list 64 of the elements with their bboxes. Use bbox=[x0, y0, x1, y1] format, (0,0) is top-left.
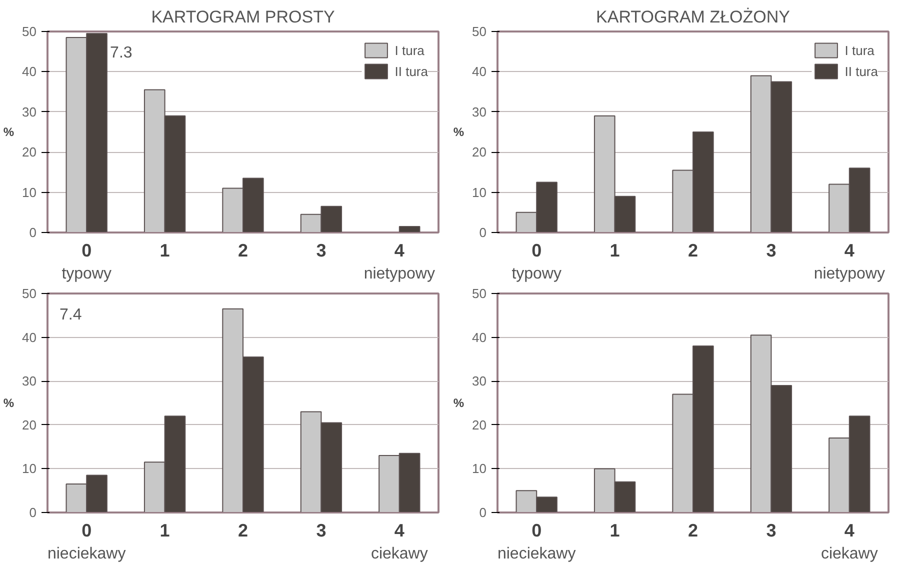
y-axis-title: % bbox=[453, 396, 464, 410]
x-tick-label: 0 bbox=[532, 240, 542, 260]
y-tick-label: 20 bbox=[22, 417, 37, 432]
y-tick-label: 50 bbox=[472, 24, 487, 39]
y-tick-label: 0 bbox=[479, 225, 487, 240]
chart-title: KARTOGRAM PROSTY bbox=[151, 8, 335, 26]
text: typowy bbox=[512, 266, 562, 282]
chart-title: KARTOGRAM ZŁOŻONY bbox=[596, 8, 790, 26]
text: ciekawy bbox=[370, 546, 428, 562]
text: nietypowy bbox=[364, 266, 435, 282]
legend-label: I tura bbox=[394, 42, 424, 58]
x-tick-label: 0 bbox=[82, 240, 92, 260]
x-tick-label: 3 bbox=[316, 240, 326, 260]
y-tick-label: 30 bbox=[22, 104, 37, 120]
y-tick-label: 0 bbox=[29, 505, 37, 520]
y-axis-title: % bbox=[3, 125, 14, 139]
y-tick-label: 20 bbox=[22, 144, 37, 160]
y-axis-title: % bbox=[3, 396, 14, 410]
x-tick-label: 2 bbox=[688, 520, 698, 540]
x-tick-label: 4 bbox=[394, 520, 404, 540]
y-tick-label: 10 bbox=[22, 184, 37, 200]
y-tick-label: 0 bbox=[479, 505, 487, 520]
x-tick-label: 2 bbox=[238, 520, 248, 540]
text: nieciekawy bbox=[47, 546, 126, 562]
y-tick-label: 30 bbox=[472, 104, 487, 120]
x-tick-label: 4 bbox=[844, 520, 854, 540]
annotation: 7.4 bbox=[60, 306, 82, 324]
x-tick-label: 1 bbox=[160, 240, 170, 260]
y-tick-label: 40 bbox=[472, 330, 487, 345]
text: nietypowy bbox=[814, 266, 885, 282]
x-tick-label: 2 bbox=[688, 240, 698, 260]
legend-label: I tura bbox=[844, 42, 874, 58]
x-tick-label: 3 bbox=[316, 520, 326, 540]
y-tick-label: 40 bbox=[22, 64, 37, 80]
y-tick-label: 50 bbox=[22, 24, 37, 39]
y-tick-label: 50 bbox=[22, 286, 37, 301]
x-tick-label: 4 bbox=[394, 240, 404, 260]
annotation: 7.3 bbox=[110, 44, 132, 62]
x-tick-label: 1 bbox=[610, 520, 620, 540]
legend-label: II tura bbox=[394, 64, 428, 78]
y-tick-label: 40 bbox=[472, 64, 487, 80]
y-tick-label: 20 bbox=[472, 417, 487, 432]
x-tick-label: 1 bbox=[160, 520, 170, 540]
y-tick-label: 10 bbox=[472, 461, 487, 476]
text: typowy bbox=[62, 266, 112, 282]
y-tick-label: 30 bbox=[22, 374, 37, 389]
legend-label: II tura bbox=[844, 64, 878, 78]
y-tick-label: 50 bbox=[472, 286, 487, 301]
y-axis-title: % bbox=[453, 125, 464, 139]
x-tick-label: 0 bbox=[82, 520, 92, 540]
x-tick-label: 1 bbox=[610, 240, 620, 260]
y-tick-label: 40 bbox=[22, 330, 37, 345]
y-tick-label: 0 bbox=[29, 225, 37, 240]
x-tick-label: 4 bbox=[844, 240, 854, 260]
x-tick-label: 0 bbox=[532, 520, 542, 540]
y-tick-label: 30 bbox=[472, 374, 487, 389]
x-tick-label: 3 bbox=[766, 240, 776, 260]
x-tick-label: 3 bbox=[766, 520, 776, 540]
text: nieciekawy bbox=[497, 546, 576, 562]
x-tick-label: 2 bbox=[238, 240, 248, 260]
text: ciekawy bbox=[820, 546, 878, 562]
y-tick-label: 10 bbox=[22, 461, 37, 476]
y-tick-label: 20 bbox=[472, 144, 487, 160]
y-tick-label: 10 bbox=[472, 184, 487, 200]
